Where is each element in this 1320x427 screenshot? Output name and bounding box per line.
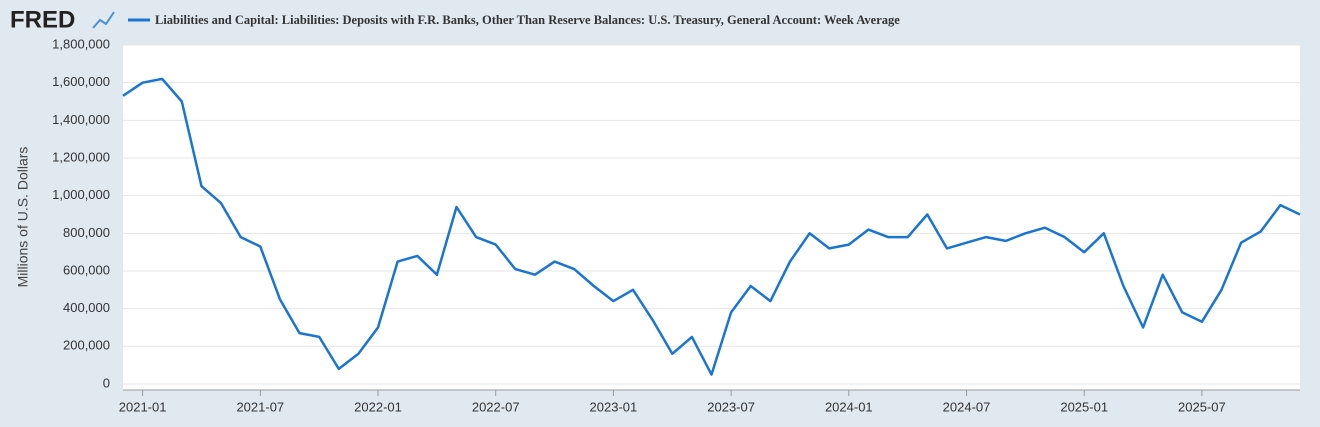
y-tick-label: 1,800,000 xyxy=(52,36,110,51)
y-tick-label: 800,000 xyxy=(63,225,110,240)
y-tick-label: 1,400,000 xyxy=(52,112,110,127)
y-axis-label: Millions of U.S. Dollars xyxy=(15,147,31,288)
x-tick-label: 2025-01 xyxy=(1060,399,1108,414)
data-line xyxy=(122,77,1301,376)
y-tick-label: 0 xyxy=(103,375,110,390)
y-tick-label: 200,000 xyxy=(63,338,110,353)
plot-area xyxy=(123,45,1300,390)
y-tick-label: 400,000 xyxy=(63,300,110,315)
x-tick-label: 2025-07 xyxy=(1178,399,1226,414)
y-tick-label: 1,200,000 xyxy=(52,149,110,164)
x-tick-label: 2023-01 xyxy=(590,399,638,414)
y-tick-label: 1,600,000 xyxy=(52,74,110,89)
x-tick-label: 2024-01 xyxy=(825,399,873,414)
y-tick-label: 1,000,000 xyxy=(52,187,110,202)
x-tick-label: 2022-07 xyxy=(472,399,520,414)
x-tick-label: 2023-07 xyxy=(707,399,755,414)
x-tick-label: 2021-01 xyxy=(119,399,167,414)
logo: FRED xyxy=(10,6,75,33)
y-tick-label: 600,000 xyxy=(63,262,110,277)
x-tick-label: 2021-07 xyxy=(236,399,284,414)
x-tick-label: 2022-01 xyxy=(354,399,402,414)
x-tick-label: 2024-07 xyxy=(943,399,991,414)
legend-entry: Liabilities and Capital: Liabilities: De… xyxy=(155,13,900,27)
logo-icon xyxy=(92,11,115,29)
